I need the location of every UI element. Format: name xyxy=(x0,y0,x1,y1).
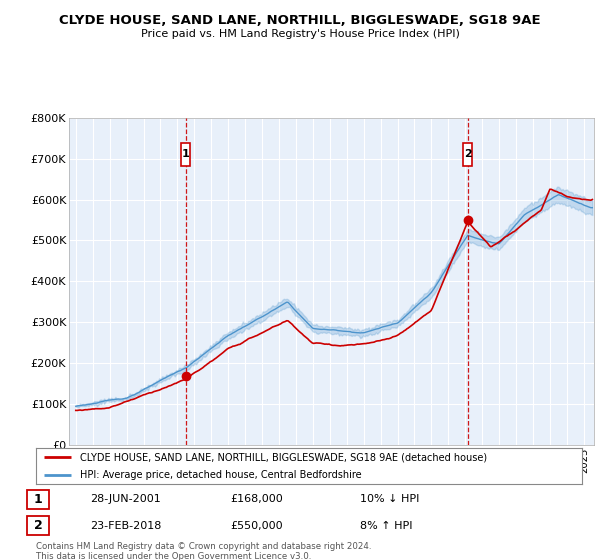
FancyBboxPatch shape xyxy=(27,516,49,535)
Text: 2: 2 xyxy=(464,150,472,160)
Text: CLYDE HOUSE, SAND LANE, NORTHILL, BIGGLESWADE, SG18 9AE: CLYDE HOUSE, SAND LANE, NORTHILL, BIGGLE… xyxy=(59,14,541,27)
FancyBboxPatch shape xyxy=(27,489,49,509)
Text: This data is licensed under the Open Government Licence v3.0.: This data is licensed under the Open Gov… xyxy=(36,552,311,560)
Text: 28-JUN-2001: 28-JUN-2001 xyxy=(90,494,161,505)
Text: Price paid vs. HM Land Registry's House Price Index (HPI): Price paid vs. HM Land Registry's House … xyxy=(140,29,460,39)
Text: HPI: Average price, detached house, Central Bedfordshire: HPI: Average price, detached house, Cent… xyxy=(80,470,361,480)
Text: 10% ↓ HPI: 10% ↓ HPI xyxy=(360,494,419,505)
Text: Contains HM Land Registry data © Crown copyright and database right 2024.: Contains HM Land Registry data © Crown c… xyxy=(36,542,371,551)
Text: £550,000: £550,000 xyxy=(230,520,283,530)
Text: 1: 1 xyxy=(182,150,190,160)
Text: 1: 1 xyxy=(34,493,43,506)
Text: 8% ↑ HPI: 8% ↑ HPI xyxy=(360,520,413,530)
Text: £168,000: £168,000 xyxy=(230,494,283,505)
FancyBboxPatch shape xyxy=(181,143,190,166)
Text: 23-FEB-2018: 23-FEB-2018 xyxy=(90,520,161,530)
Text: CLYDE HOUSE, SAND LANE, NORTHILL, BIGGLESWADE, SG18 9AE (detached house): CLYDE HOUSE, SAND LANE, NORTHILL, BIGGLE… xyxy=(80,452,487,462)
Text: 2: 2 xyxy=(34,519,43,532)
FancyBboxPatch shape xyxy=(463,143,472,166)
